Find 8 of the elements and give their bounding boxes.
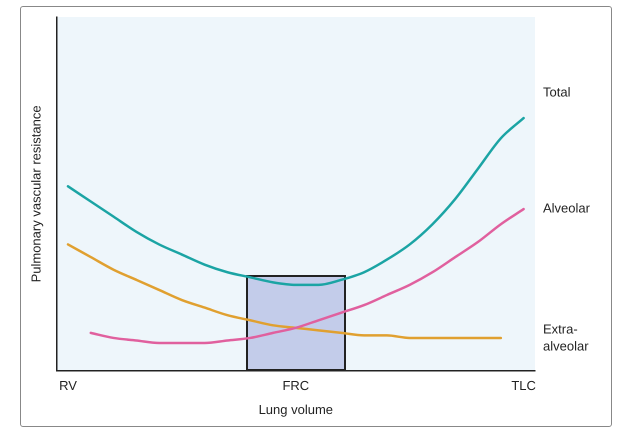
x-tick-label: RV <box>59 378 78 394</box>
x-axis-title: Lung volume <box>258 402 334 417</box>
series-label: Alveolar <box>543 200 591 216</box>
x-tick-label: FRC <box>282 378 310 394</box>
y-axis-title: Pulmonary vascular resistance <box>28 105 44 282</box>
text: Extra-alveolar <box>543 322 590 354</box>
x-tick-label: TLC <box>511 378 536 394</box>
text: Total <box>543 84 571 100</box>
